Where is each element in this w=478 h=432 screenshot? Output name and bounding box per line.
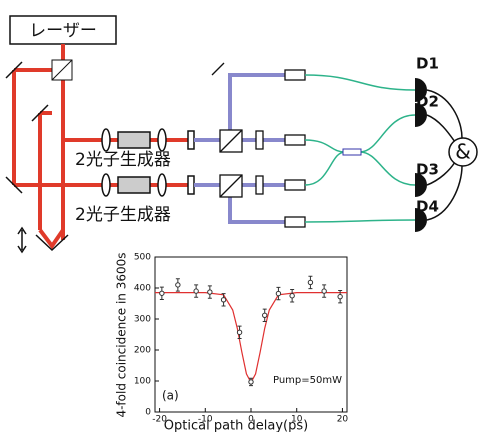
fit-curve bbox=[155, 293, 347, 383]
y-tick-label: 100 bbox=[134, 377, 151, 387]
generator-label: 2光子生成器 bbox=[75, 205, 171, 225]
x-tick-label: 10 bbox=[291, 415, 303, 425]
generator-label: 2光子生成器 bbox=[75, 150, 171, 170]
figure: レーザー 2光子生成器 2光子生成器 & D1 D2 D3 D4 bbox=[0, 0, 478, 432]
annotation: (a) bbox=[162, 389, 179, 403]
data-point bbox=[237, 330, 241, 334]
data-point bbox=[290, 294, 294, 298]
data-point bbox=[208, 290, 212, 294]
data-point bbox=[276, 291, 280, 295]
y-tick-label: 300 bbox=[134, 315, 151, 325]
data-point bbox=[194, 289, 198, 293]
data-point bbox=[249, 380, 253, 384]
x-tick-label: 0 bbox=[248, 415, 254, 425]
data-point bbox=[221, 298, 225, 302]
data-point bbox=[160, 291, 164, 295]
data-point bbox=[322, 289, 326, 293]
data-point bbox=[176, 283, 180, 287]
annotation: Pump=50mW bbox=[273, 375, 342, 386]
detector-label: D1 bbox=[416, 55, 439, 73]
y-tick-label: 400 bbox=[134, 284, 151, 294]
x-tick-label: 20 bbox=[337, 415, 349, 425]
data-point bbox=[308, 280, 312, 284]
data-point bbox=[338, 294, 342, 298]
coincidence-label: & bbox=[455, 140, 471, 164]
pbs-and-plates bbox=[212, 63, 305, 227]
y-tick-label: 200 bbox=[134, 346, 151, 356]
detector-label: D3 bbox=[416, 161, 439, 179]
fiber-coupler bbox=[343, 149, 361, 155]
y-axis-label: 4-fold coincidence in 3600s bbox=[115, 252, 129, 417]
detector-label: D4 bbox=[416, 198, 439, 216]
y-tick-label: 0 bbox=[145, 408, 151, 418]
y-tick-label: 500 bbox=[134, 253, 151, 263]
x-axis-label: Optical path delay(ps) bbox=[164, 419, 308, 432]
plot-frame bbox=[155, 257, 347, 412]
x-tick-label: -20 bbox=[152, 415, 167, 425]
x-tick-label: -10 bbox=[198, 415, 213, 425]
data-point bbox=[263, 313, 267, 317]
detector-label: D2 bbox=[416, 93, 439, 111]
laser-label: レーザー bbox=[29, 21, 97, 41]
